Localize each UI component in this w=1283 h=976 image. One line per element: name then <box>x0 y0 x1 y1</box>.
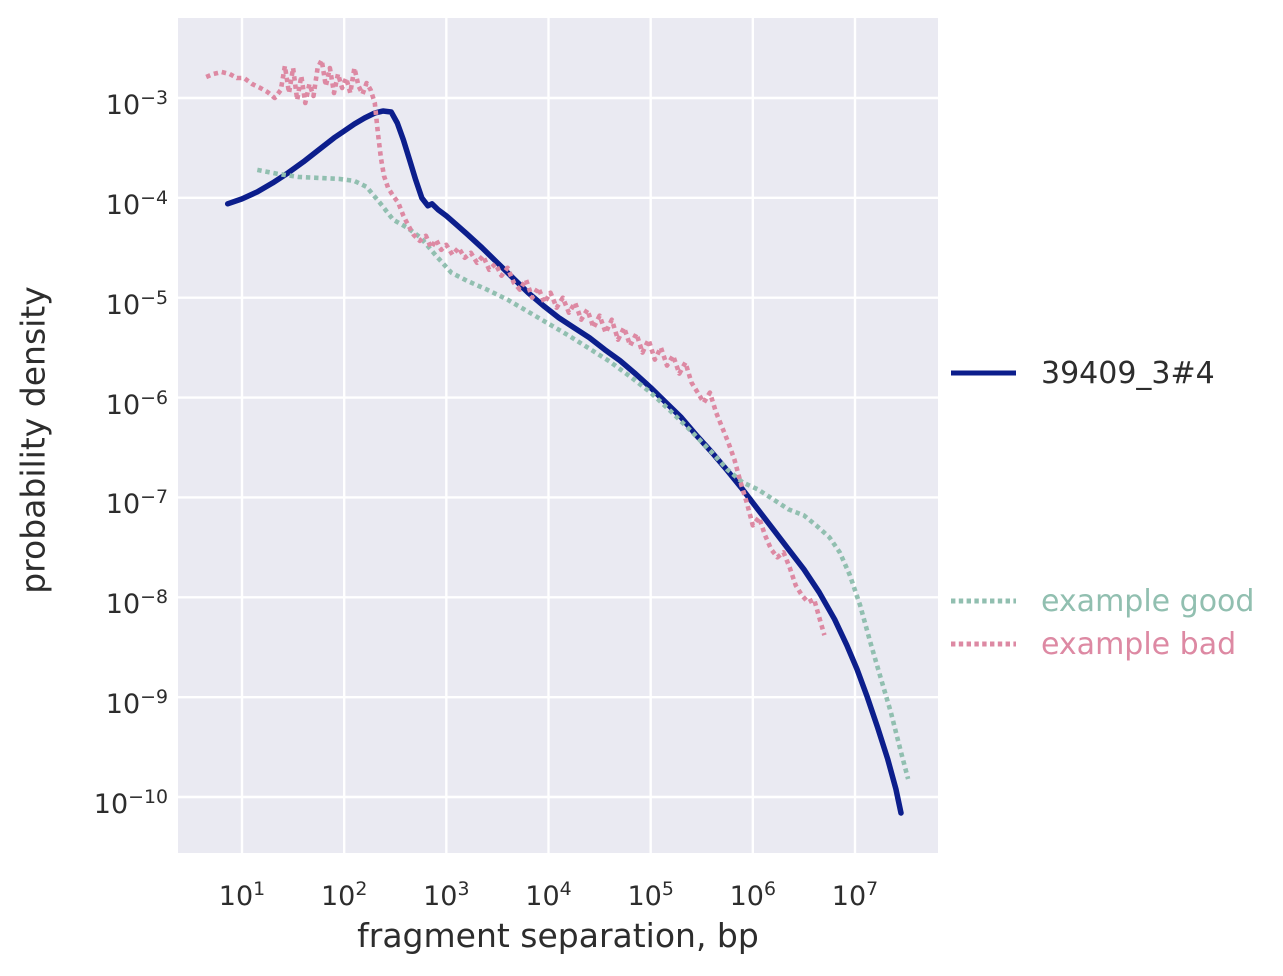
y-tick-label-10e-7: 10−7 <box>105 486 168 521</box>
x-tick-label-10e3: 103 <box>423 878 470 912</box>
x-tick-label-10e4: 104 <box>525 878 572 912</box>
legend-label-39409-3-4: 39409_3#4 <box>1041 355 1215 391</box>
series-line-example-bad <box>205 57 827 636</box>
x-tick-label-10e5: 105 <box>627 878 674 912</box>
legend-item-39409-3-4: 39409_3#4 <box>950 352 1215 394</box>
y-axis-label: probability density <box>13 286 53 594</box>
series-line-example-good <box>256 167 911 780</box>
y-tick-label-10e-6: 10−6 <box>105 386 168 421</box>
x-axis-label: fragment separation, bp <box>357 916 759 955</box>
y-tick-label-10e-8: 10−8 <box>105 586 168 621</box>
x-tick-label-10e7: 107 <box>831 878 879 912</box>
x-tick-label-10e1: 101 <box>218 878 266 912</box>
y-tick-label-10e-10: 10−10 <box>93 785 168 820</box>
y-tick-label-10e-5: 10−5 <box>105 286 168 321</box>
x-tick-label-10e6: 106 <box>729 878 777 912</box>
plot-background <box>178 18 938 853</box>
legend-item-example-bad: example bad <box>950 623 1254 665</box>
legend-label-example-good: example good <box>1041 583 1255 619</box>
x-tick-label-10e2: 102 <box>320 878 368 912</box>
dotted-line-swatch-icon <box>951 598 1016 604</box>
dotted-line-swatch-icon <box>951 641 1016 647</box>
y-tick-label-10e-3: 10−3 <box>105 87 168 121</box>
y-tick-label-10e-4: 10−4 <box>105 186 168 221</box>
legend-primary: 39409_3#4 <box>950 352 1215 395</box>
solid-line-swatch-icon <box>951 370 1016 376</box>
legend-label-example-bad: example bad <box>1041 626 1237 662</box>
y-tick-label-10e-9: 10−9 <box>105 686 168 721</box>
legend-secondary: example good example bad <box>950 580 1254 666</box>
legend-item-example-good: example good <box>950 580 1254 622</box>
